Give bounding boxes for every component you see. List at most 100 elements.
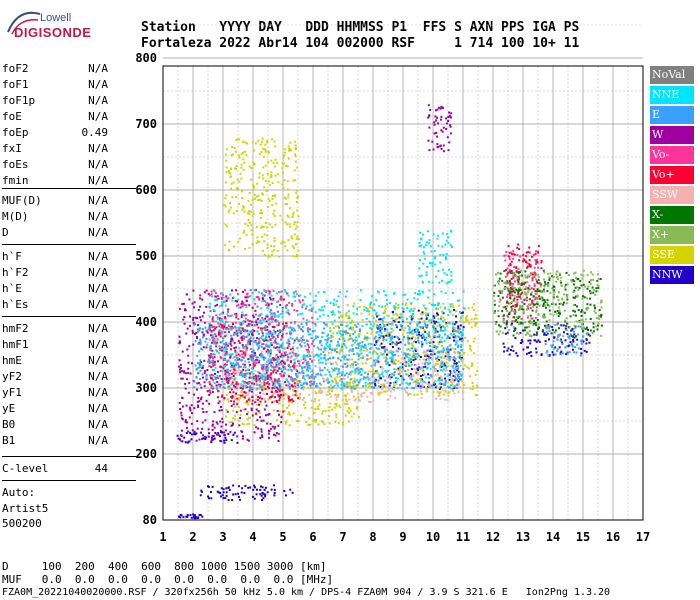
data-point-nnw (564, 327, 567, 330)
data-point-x- (493, 291, 496, 294)
data-point-nne (389, 339, 392, 342)
data-point-sse (245, 234, 248, 237)
data-point-w (268, 290, 271, 293)
data-point-sse (294, 147, 297, 149)
data-point-sse (451, 314, 454, 317)
data-point-vo- (505, 269, 507, 272)
data-point-sse (338, 352, 341, 355)
data-point-vo- (509, 295, 512, 297)
data-point-nne (444, 326, 447, 329)
data-point-sse (263, 240, 266, 243)
data-point-nne (286, 341, 289, 344)
data-point-ssw (362, 370, 364, 373)
data-point-e (206, 343, 209, 346)
data-point-ssw (324, 387, 327, 390)
data-point-nnw (378, 336, 381, 339)
data-point-vo- (209, 310, 212, 313)
data-point-sse (476, 369, 479, 372)
data-point-sse (233, 414, 236, 417)
data-point-ssw (387, 398, 390, 401)
data-point-e (410, 331, 413, 334)
data-point-ssw (244, 382, 247, 385)
data-point-nne (330, 311, 333, 314)
data-point-vo- (291, 351, 294, 354)
data-point-nne (418, 245, 421, 247)
data-point-nne (324, 373, 327, 376)
data-point-e (338, 338, 341, 340)
data-point-sse (252, 212, 255, 215)
data-point-nne (341, 387, 344, 389)
data-point-nne (378, 373, 381, 376)
data-point-vo- (209, 376, 212, 379)
data-point-sse (271, 250, 274, 253)
data-point-nnw (520, 339, 523, 342)
data-point-vo- (509, 262, 512, 265)
data-point-nne (430, 250, 433, 253)
data-point-nne (210, 360, 213, 363)
data-point-vo- (537, 244, 540, 247)
data-point-e (249, 323, 252, 326)
data-point-e (242, 386, 245, 389)
data-point-vo- (296, 370, 299, 372)
data-point-nnw (225, 487, 228, 490)
data-point-ssw (313, 358, 316, 361)
data-point-w (266, 385, 269, 388)
data-point-nne (414, 347, 417, 350)
data-point-e (307, 330, 310, 333)
data-point-e (198, 329, 201, 332)
data-point-vo- (271, 384, 274, 387)
data-point-vo- (214, 342, 217, 345)
data-point-ssw (390, 390, 392, 393)
data-point-nne (426, 266, 429, 268)
data-point-vo- (275, 371, 278, 374)
data-point-w (432, 148, 435, 151)
data-point-w (282, 361, 285, 364)
data-point-e (212, 353, 215, 356)
data-point-w (223, 346, 226, 349)
data-point-w (439, 118, 442, 121)
data-point-sse (283, 196, 286, 199)
data-point-w (196, 382, 199, 385)
data-point-nnw (190, 433, 193, 436)
data-point-w (208, 389, 211, 392)
data-point-nne (208, 315, 211, 318)
data-point-nnw (453, 309, 456, 311)
param-label: foF1 (2, 78, 29, 91)
param-value: N/A (88, 62, 108, 75)
data-point-ssw (398, 386, 401, 389)
data-point-w (211, 317, 214, 320)
data-point-vo- (230, 348, 232, 351)
data-point-w (268, 335, 271, 338)
data-point-e (565, 329, 568, 331)
data-point-ssw (365, 350, 368, 352)
data-point-x- (600, 324, 603, 327)
data-point-nne (229, 293, 231, 296)
data-point-sse (379, 344, 381, 347)
data-point-nne (433, 293, 436, 296)
data-point-e (352, 353, 355, 356)
data-point-nnw (521, 340, 524, 343)
data-point-vo- (242, 363, 245, 366)
data-point-vo- (294, 385, 297, 388)
data-point-sse (475, 314, 478, 317)
data-point-x- (494, 310, 496, 313)
data-point-e (300, 345, 303, 348)
data-point-sse (285, 420, 288, 423)
data-point-sse (225, 159, 228, 162)
data-point-nne (363, 308, 366, 311)
data-point-nnw (436, 330, 439, 333)
data-point-w (203, 385, 206, 388)
data-point-vo- (263, 339, 266, 342)
data-point-sse (296, 166, 299, 169)
data-point-w (232, 422, 234, 425)
data-point-nne (237, 356, 240, 359)
data-point-sse (346, 384, 349, 387)
data-point-vo- (528, 265, 531, 267)
data-point-ssw (353, 399, 356, 402)
param-value: N/A (88, 142, 108, 155)
data-point-w (183, 371, 185, 374)
data-point-nne (234, 358, 237, 361)
data-point-vo- (225, 326, 228, 329)
data-point-nne (269, 342, 272, 345)
data-point-w (236, 300, 238, 303)
